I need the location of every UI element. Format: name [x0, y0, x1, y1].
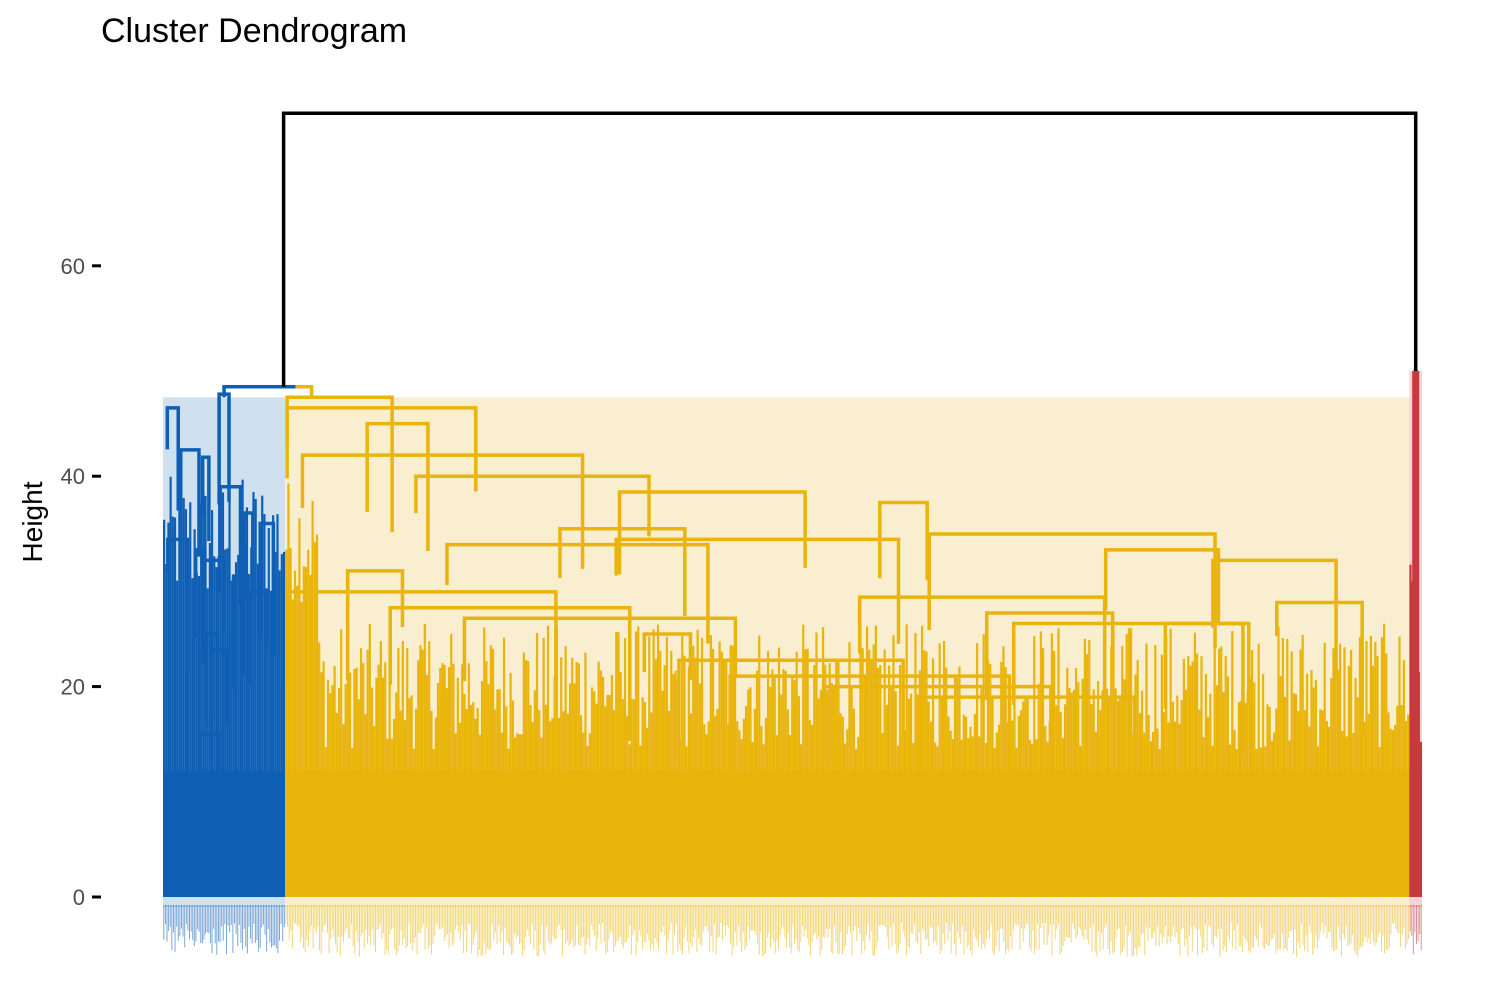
merge-node	[285, 406, 478, 492]
cluster-base-yellow	[285, 770, 1410, 897]
merge-node	[642, 632, 693, 680]
merge-node	[285, 590, 558, 686]
merge-node	[984, 611, 1115, 701]
merge-node	[166, 537, 190, 672]
cluster-base-blue	[163, 770, 286, 897]
merge-node	[1275, 600, 1364, 737]
merge-node	[462, 616, 738, 682]
merge-node	[204, 632, 220, 767]
merge-node	[231, 574, 246, 689]
merge-node	[248, 590, 269, 685]
merge-node	[728, 674, 1012, 800]
leaf-label-layer	[163, 905, 1422, 957]
merge-node	[927, 532, 1217, 648]
merge-node	[345, 569, 405, 681]
y-axis: 0 20 40 60	[61, 254, 101, 910]
merge-node	[1163, 621, 1251, 709]
cluster-branches-yellow	[285, 483, 1410, 897]
merge-node	[857, 595, 1107, 705]
leaf-labels-blue	[163, 905, 285, 955]
y-axis-title: Height	[17, 481, 48, 562]
merge-node	[414, 474, 651, 537]
merge-node	[300, 453, 585, 569]
y-tick-label: 40	[61, 464, 85, 489]
merge-node	[200, 455, 211, 542]
cluster-branches-blue	[162, 476, 286, 897]
yellow-top-merge	[295, 385, 314, 398]
merge-node	[165, 406, 180, 511]
merge-node	[677, 658, 905, 759]
y-tick-label: 60	[61, 254, 85, 279]
merge-node	[258, 521, 276, 657]
merge-node	[218, 484, 243, 605]
leaf-labels-red	[1409, 905, 1422, 955]
branch-layer	[162, 111, 1423, 897]
blue-top-merge	[222, 385, 296, 398]
merge-node	[1211, 558, 1338, 681]
top-merges	[222, 111, 1420, 897]
cluster-merges-yellow	[285, 395, 1364, 813]
y-tick-label: 0	[73, 885, 85, 910]
merge-node	[242, 511, 255, 601]
merge-node	[614, 537, 901, 644]
y-tick-label: 20	[61, 675, 85, 700]
merge-node	[198, 732, 221, 813]
merge-node	[821, 684, 1053, 812]
merge-node	[558, 527, 687, 617]
cluster-merges-blue	[165, 392, 276, 813]
chart-title: Cluster Dendrogram	[101, 12, 408, 50]
merge-node	[1011, 621, 1245, 755]
merge-node	[1103, 548, 1221, 623]
merge-node	[365, 421, 430, 551]
merge-node	[918, 695, 1137, 813]
leaf-labels-yellow	[285, 905, 1410, 957]
root-merge	[281, 111, 1418, 387]
merge-node	[617, 490, 807, 575]
merge-node	[445, 542, 710, 644]
merge-node	[178, 448, 201, 557]
merge-node	[203, 558, 226, 648]
merge-node	[209, 648, 229, 727]
merge-node	[388, 605, 632, 741]
